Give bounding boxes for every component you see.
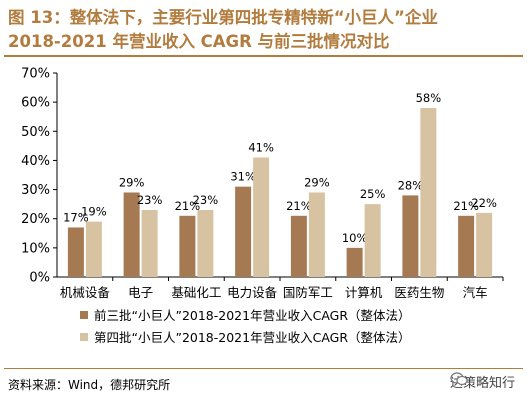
bar-series-2 <box>420 107 437 277</box>
y-tick-label: 0% <box>29 271 50 286</box>
data-label: 22% <box>471 196 497 210</box>
data-label: 41% <box>248 141 274 155</box>
x-tick-label: 电力设备 <box>227 285 278 300</box>
title-rule <box>4 55 523 57</box>
bar-chart: 0% 10% 20% 30% 40% 50% 60% 70% 机械设备 17%19% 电子 29% 23… <box>21 67 504 345</box>
data-label: 10% <box>342 231 368 245</box>
bar-series-2 <box>364 204 381 277</box>
title-line-1: 图 13：整体法下，主要行业第四批专精特新“小巨人”企业 <box>8 8 438 27</box>
data-label: 21% <box>175 199 201 213</box>
data-label: 31% <box>230 170 256 184</box>
bar-series-1 <box>67 227 84 277</box>
data-label: 28% <box>398 178 424 192</box>
footer-rule <box>4 368 523 369</box>
bar-series-1 <box>458 215 475 277</box>
data-label: 29% <box>304 175 330 189</box>
title-line-2: 2018-2021 年营业收入 CAGR 与前三批情况对比 <box>8 32 390 51</box>
bar-series-1 <box>235 186 252 277</box>
bar-series-2 <box>85 221 102 277</box>
data-label: 17% <box>63 210 89 224</box>
chart-title: 图 13：整体法下，主要行业第四批专精特新“小巨人”企业 2018-2021 年… <box>8 6 520 54</box>
x-tick-label: 计算机 <box>345 285 383 300</box>
y-tick-label: 70% <box>21 67 50 82</box>
bar-series-2 <box>253 157 270 277</box>
legend-swatch <box>80 311 88 319</box>
x-tick-label: 机械设备 <box>60 285 111 300</box>
bar-series-1 <box>179 215 196 277</box>
y-tick-label: 30% <box>21 183 50 198</box>
bar-series-1 <box>123 192 140 277</box>
y-tick-label: 50% <box>21 125 50 140</box>
data-label: 23% <box>193 193 219 207</box>
x-tick-label: 医药生物 <box>394 285 444 300</box>
legend-swatch <box>80 333 88 341</box>
y-tick-label: 10% <box>21 241 50 256</box>
watermark: 达策略知行 <box>450 372 515 391</box>
data-label: 21% <box>453 199 479 213</box>
x-tick-label: 基础化工 <box>171 285 221 300</box>
bar-series-2 <box>141 209 158 277</box>
legend-label: 前三批“小巨人”2018-2021年营业收入CAGR（整体法） <box>94 308 411 323</box>
legend-label: 第四批“小巨人”2018-2021年营业收入CAGR（整体法） <box>94 330 411 345</box>
data-label: 19% <box>81 205 107 219</box>
data-label: 29% <box>119 175 145 189</box>
bar-series-1 <box>402 195 419 277</box>
source-note: 资料来源：Wind，德邦研究所 <box>8 378 171 392</box>
bar-series-2 <box>476 212 493 277</box>
data-label: 21% <box>286 199 312 213</box>
data-label: 25% <box>360 187 386 201</box>
y-tick-label: 60% <box>21 96 50 111</box>
wechat-icon <box>450 372 468 386</box>
bar-series-2 <box>197 209 214 277</box>
data-label: 58% <box>416 91 442 105</box>
x-tick-label: 国防军工 <box>283 285 333 300</box>
y-tick-label: 20% <box>21 212 50 227</box>
y-tick-label: 40% <box>21 154 50 169</box>
bar-series-1 <box>346 247 363 277</box>
x-tick-label: 汽车 <box>463 285 488 300</box>
x-tick-label: 电子 <box>128 285 153 300</box>
data-label: 23% <box>137 193 163 207</box>
bar-series-2 <box>308 192 325 277</box>
bar-series-1 <box>290 215 307 277</box>
